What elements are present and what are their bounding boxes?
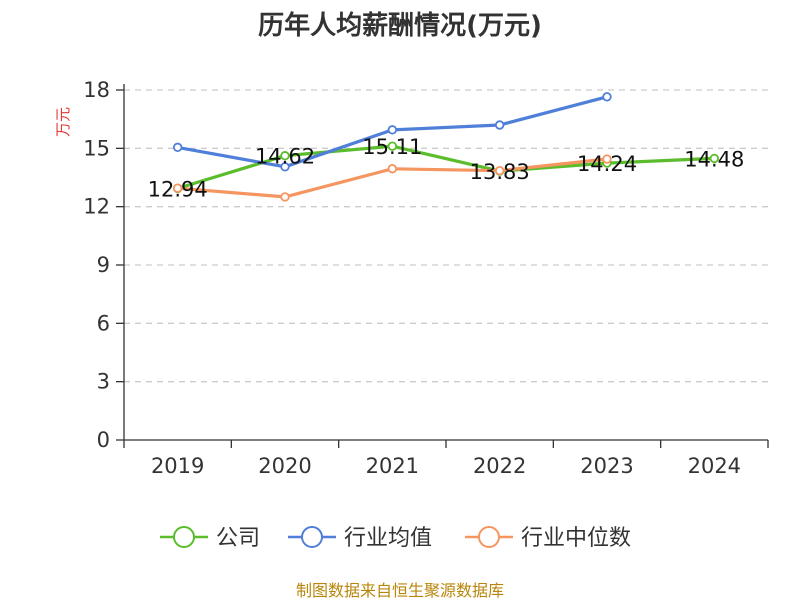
data-point (387, 164, 398, 174)
data-point (709, 153, 720, 164)
chart-title: 历年人均薪酬情况(万元) (258, 10, 542, 41)
data-point (602, 92, 612, 102)
series-line (177, 144, 715, 190)
data-point (494, 120, 505, 130)
data-point (387, 125, 398, 135)
x-tick-label: 2023 (580, 454, 633, 478)
legend: 公司 行业均值 行业中位数 (160, 526, 631, 551)
data-label: 14.24 (577, 152, 637, 176)
legend-label: 行业中位数 (521, 526, 631, 551)
data-point (172, 142, 183, 153)
x-tick-label: 2024 (688, 454, 741, 478)
data-label: 15.11 (362, 135, 422, 159)
y-tick-label: 0 (97, 428, 110, 452)
y-tick-label: 6 (97, 311, 110, 335)
x-tick-label: 2020 (258, 454, 311, 478)
data-point (280, 192, 290, 202)
legend-marker (478, 526, 500, 548)
y-tick-label: 18 (83, 78, 110, 102)
data-labels: 12.94 14.62 15.11 13.83 14.24 14.48 (148, 135, 745, 201)
y-axis-label: 万元 (54, 107, 72, 137)
data-label: 14.48 (684, 147, 744, 171)
data-label: 12.94 (148, 177, 208, 201)
data-point (494, 165, 505, 176)
data-point (602, 154, 612, 164)
x-tick-label: 2019 (151, 454, 204, 478)
y-tick-label: 3 (97, 370, 110, 394)
data-point (280, 162, 290, 172)
data-label: 14.62 (255, 145, 315, 169)
x-tick-label: 2021 (366, 454, 419, 478)
data-label: 13.83 (470, 160, 530, 184)
legend-marker (173, 526, 195, 548)
data-point (172, 183, 183, 193)
y-tick-label: 15 (83, 136, 110, 160)
axes: 0 3 6 9 12 15 18 2019 2020 2021 2022 2023 2024 (83, 78, 769, 478)
y-tick-label: 9 (97, 253, 110, 277)
x-tick-label: 2022 (473, 454, 526, 478)
y-tick-label: 12 (83, 195, 110, 219)
grid-lines (124, 89, 768, 383)
legend-marker (301, 526, 323, 548)
series-lines (172, 92, 720, 202)
legend-label: 行业均值 (344, 526, 432, 551)
data-point (280, 151, 290, 161)
source-note: 制图数据来自恒生聚源数据库 (296, 581, 504, 600)
legend-label: 公司 (216, 526, 260, 551)
data-point (387, 141, 398, 151)
